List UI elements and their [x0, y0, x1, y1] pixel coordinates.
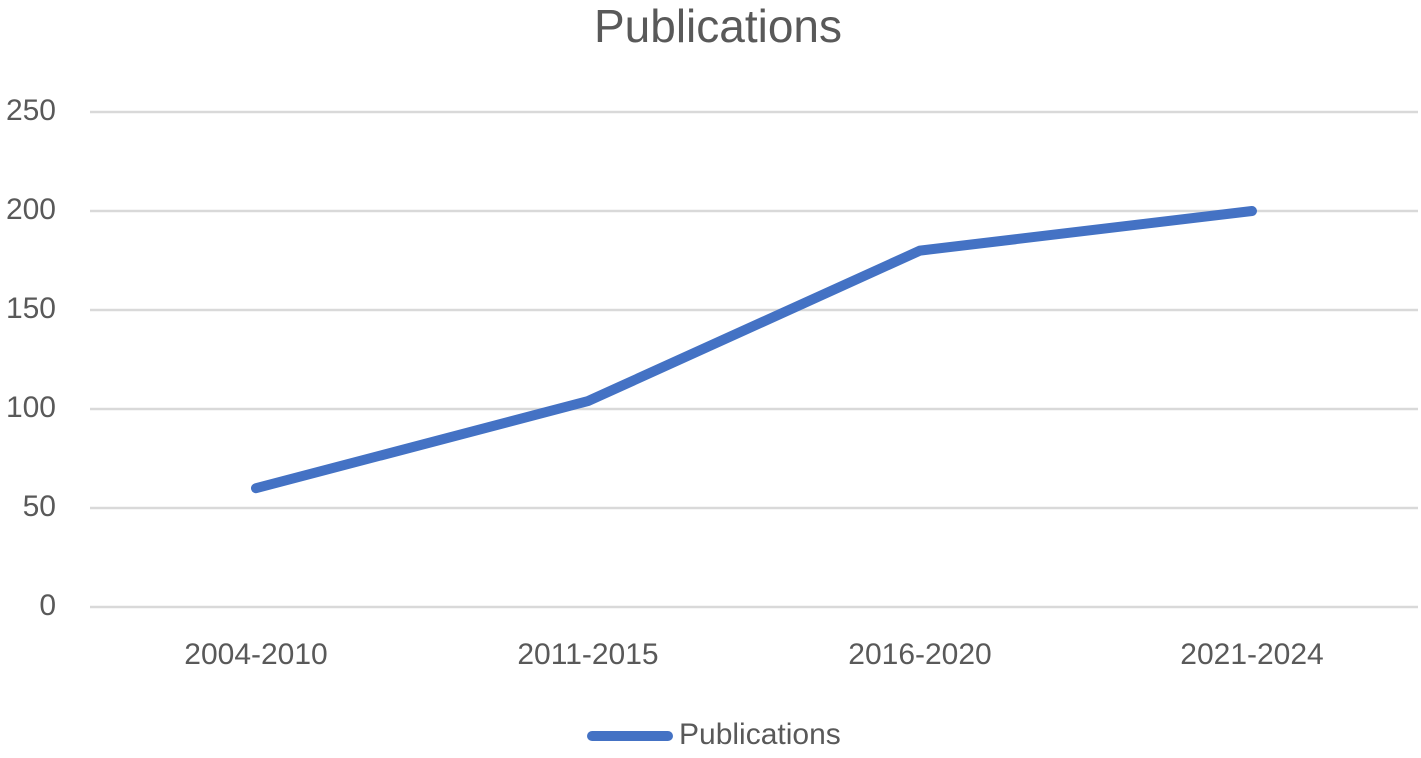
y-tick-label: 150 — [6, 292, 56, 325]
legend-label: Publications — [679, 718, 841, 751]
chart-title: Publications — [594, 0, 842, 52]
x-tick-label: 2016-2020 — [848, 638, 991, 671]
y-tick-label: 200 — [6, 193, 56, 226]
y-tick-label: 50 — [23, 490, 56, 523]
y-tick-label: 250 — [6, 94, 56, 127]
x-tick-label: 2004-2010 — [184, 638, 327, 671]
data-line — [251, 206, 1257, 494]
y-tick-label: 100 — [6, 391, 56, 424]
x-tick-label: 2021-2024 — [1180, 638, 1323, 671]
y-tick-label: 0 — [39, 589, 56, 622]
x-tick-label: 2011-2015 — [517, 638, 658, 671]
